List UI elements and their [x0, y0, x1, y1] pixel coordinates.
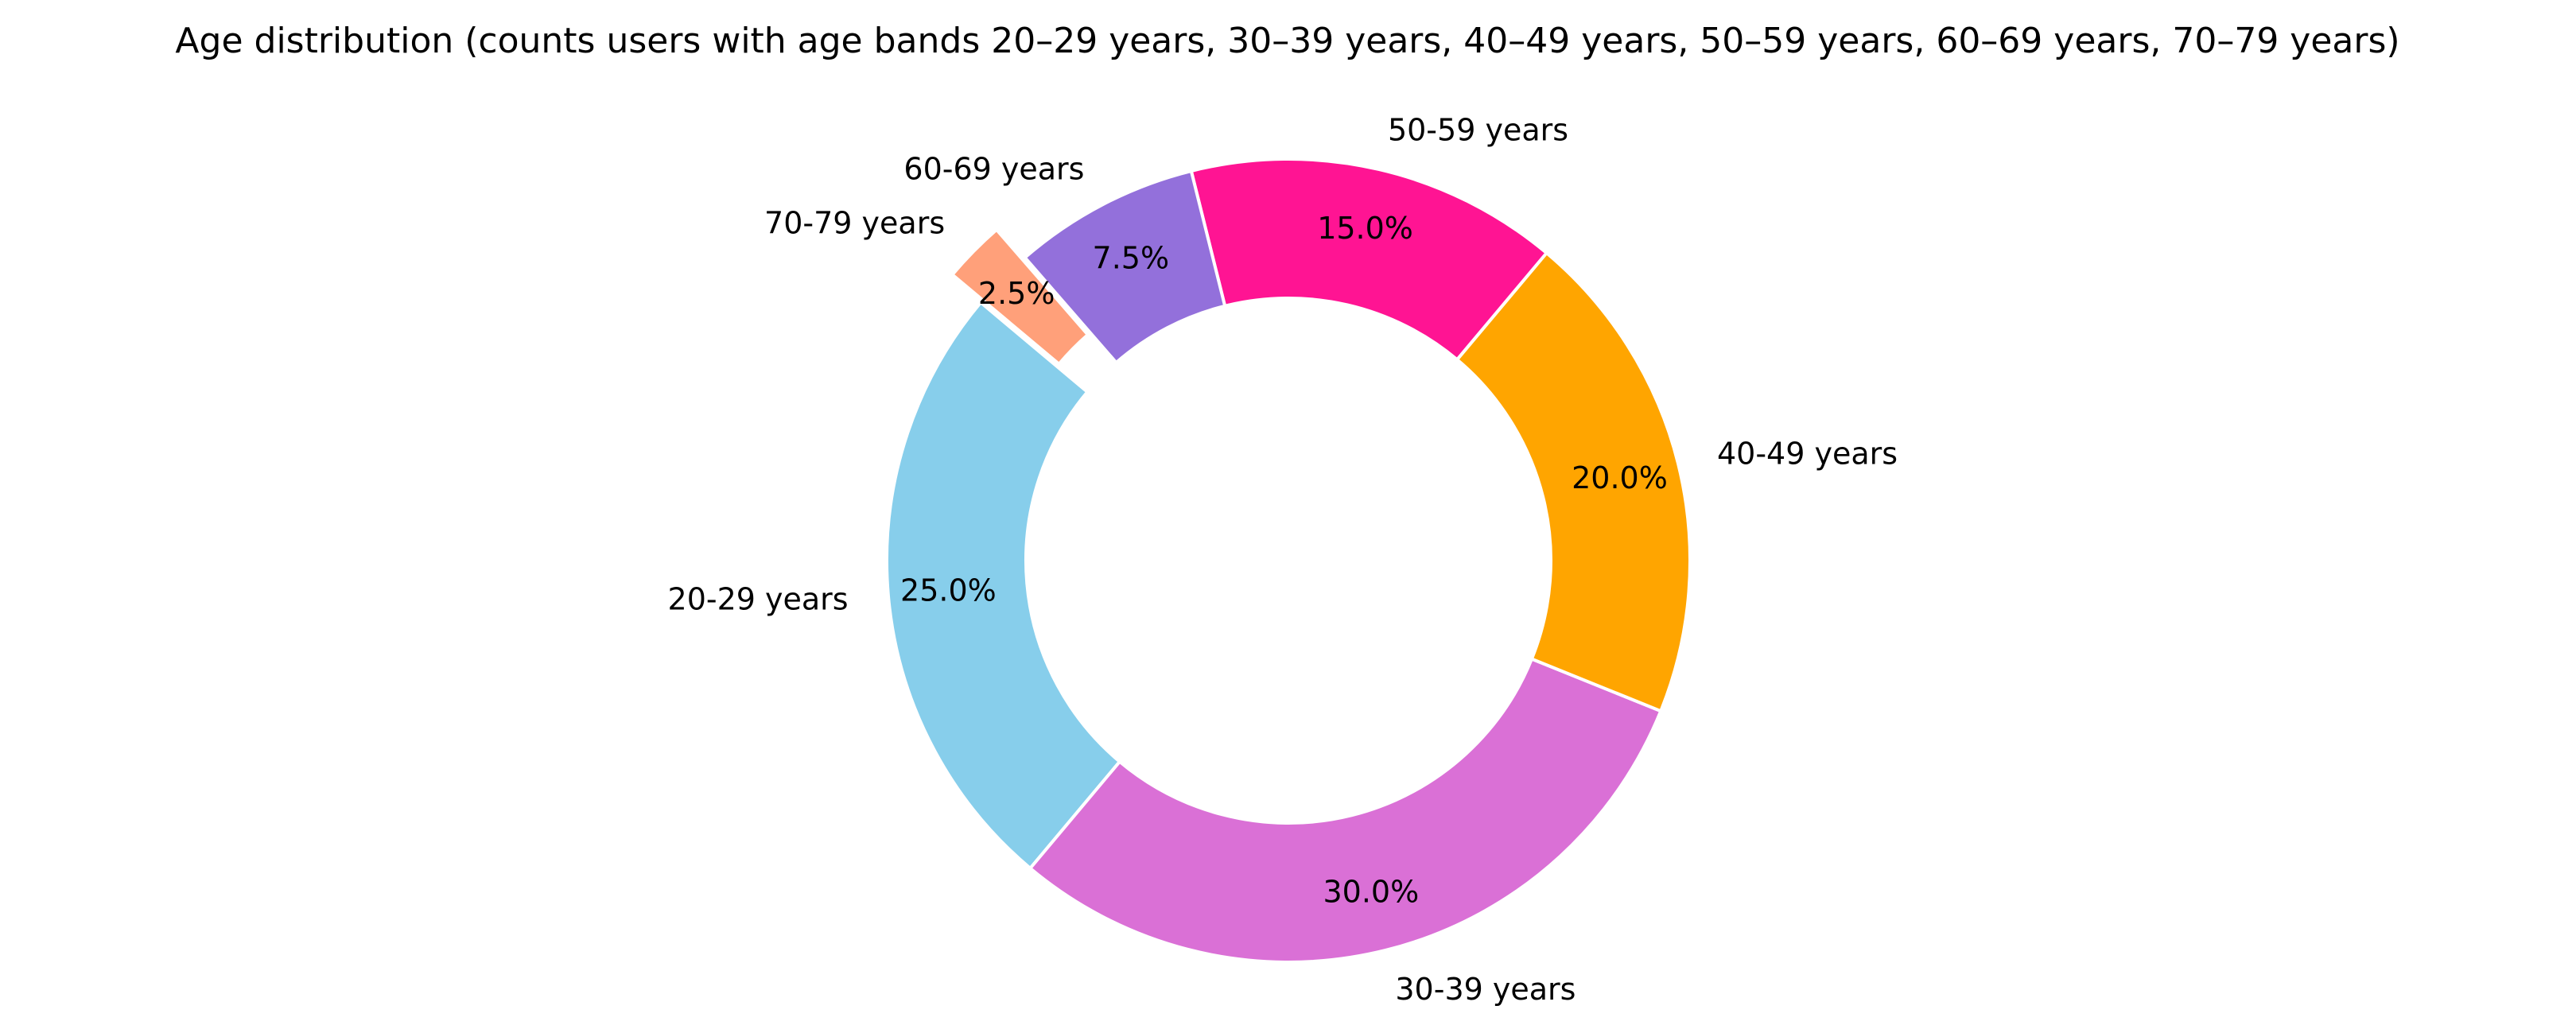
label-20-29-years: 20-29 years: [668, 581, 849, 616]
label-50-59-years: 50-59 years: [1388, 113, 1568, 148]
slice-20-29-years: [885, 300, 1122, 871]
chart-title: Age distribution (counts users with age …: [175, 21, 2399, 61]
pct-label-70-79-years: 2.5%: [978, 276, 1055, 311]
label-40-49-years: 40-49 years: [1717, 437, 1898, 472]
pct-label-20-29-years: 25.0%: [900, 573, 997, 608]
slice-70-79-years: [950, 227, 1090, 367]
labels-group: 20-29 years 25.0% 30-39 years 30.0% 40-49 ye…: [668, 113, 1898, 1007]
pct-label-40-49-years: 20.0%: [1572, 460, 1668, 495]
slice-60-69-years: [1022, 169, 1227, 365]
slice-30-39-years: [1028, 657, 1663, 964]
slice-50-59-years: [1189, 157, 1549, 363]
label-70-79-years: 70-79 years: [764, 206, 945, 241]
pct-label-60-69-years: 7.5%: [1093, 240, 1170, 275]
label-60-69-years: 60-69 years: [903, 151, 1084, 186]
pct-label-50-59-years: 15.0%: [1317, 211, 1413, 246]
slice-40-49-years: [1455, 250, 1692, 713]
pct-label-30-39-years: 30.0%: [1323, 874, 1419, 909]
slices-group: [885, 157, 1692, 964]
label-30-39-years: 30-39 years: [1395, 972, 1576, 1007]
